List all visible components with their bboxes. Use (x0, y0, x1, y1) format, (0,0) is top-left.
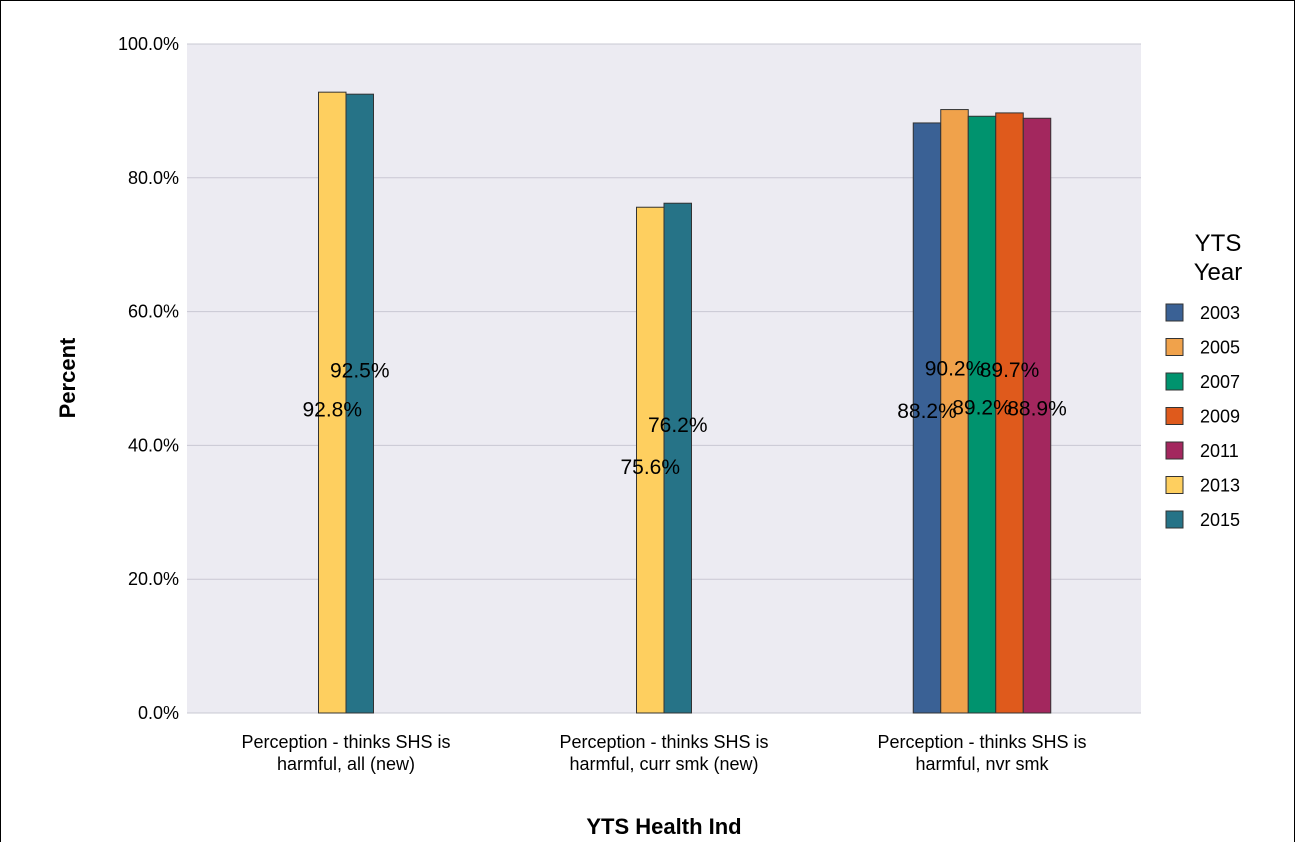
legend-swatch-2011 (1165, 441, 1184, 460)
y-tick-label: 60.0% (128, 302, 179, 322)
data-label: 89.2% (952, 397, 1012, 420)
bar-2005 (940, 109, 969, 714)
x-tick-label: harmful, nvr smk (915, 754, 1049, 774)
data-label: 89.7% (980, 359, 1040, 382)
x-axis-title: YTS Health Ind (586, 814, 741, 839)
data-label: 92.8% (302, 399, 362, 422)
y-axis-title: Percent (55, 337, 80, 418)
x-tick-label: Perception - thinks SHS is (877, 732, 1086, 752)
data-label: 76.2% (648, 414, 708, 437)
bar-2009 (995, 112, 1024, 714)
legend-swatch-2005 (1165, 338, 1184, 356)
bar-2011 (1022, 117, 1052, 714)
bar-2015 (663, 202, 692, 714)
legend-swatch-2013 (1165, 476, 1184, 494)
y-tick-label: 100.0% (118, 34, 179, 54)
data-label: 90.2% (925, 357, 985, 380)
y-tick-label: 20.0% (128, 569, 179, 589)
legend-swatch-2007 (1165, 372, 1184, 391)
y-tick-label: 80.0% (128, 168, 179, 188)
legend-swatch-2003 (1165, 303, 1184, 322)
legend-label-2015: 2015 (1200, 510, 1240, 530)
data-label: 88.2% (897, 400, 957, 423)
bar-2003 (912, 122, 942, 714)
x-tick-label: harmful, curr smk (new) (569, 754, 758, 774)
legend-swatch-2009 (1165, 407, 1184, 425)
bars (318, 91, 1052, 714)
legend-label-2009: 2009 (1200, 407, 1240, 427)
bar-2007 (967, 115, 997, 714)
x-tick-label: Perception - thinks SHS is (559, 732, 768, 752)
legend-title: Year (1194, 259, 1243, 286)
bar-2013 (636, 206, 665, 714)
legend-label-2013: 2013 (1200, 476, 1240, 496)
data-label: 88.9% (1007, 398, 1067, 421)
bar-2015 (345, 93, 374, 714)
legend-label-2003: 2003 (1200, 303, 1240, 323)
data-label: 75.6% (620, 456, 680, 479)
legend-label-2011: 2011 (1200, 441, 1239, 461)
x-tick-label: Perception - thinks SHS is (241, 732, 450, 752)
data-labels: 92.8% 92.5% 75.6% 76.2% 88.2% 90.2% 89.2% 89.7%… (302, 357, 1066, 479)
legend-title: YTS (1195, 230, 1242, 257)
data-label: 92.5% (330, 360, 390, 383)
y-tick-label: 0.0% (138, 703, 179, 723)
legend-swatch-2015 (1165, 510, 1184, 529)
legend-label-2007: 2007 (1200, 372, 1240, 392)
legend-label-2005: 2005 (1200, 338, 1240, 358)
y-axis-ticks: 0.0% 20.0% 40.0% 60.0% 80.0% 100.0% (118, 34, 179, 723)
y-tick-label: 40.0% (128, 435, 179, 455)
x-tick-label: harmful, all (new) (277, 754, 415, 774)
